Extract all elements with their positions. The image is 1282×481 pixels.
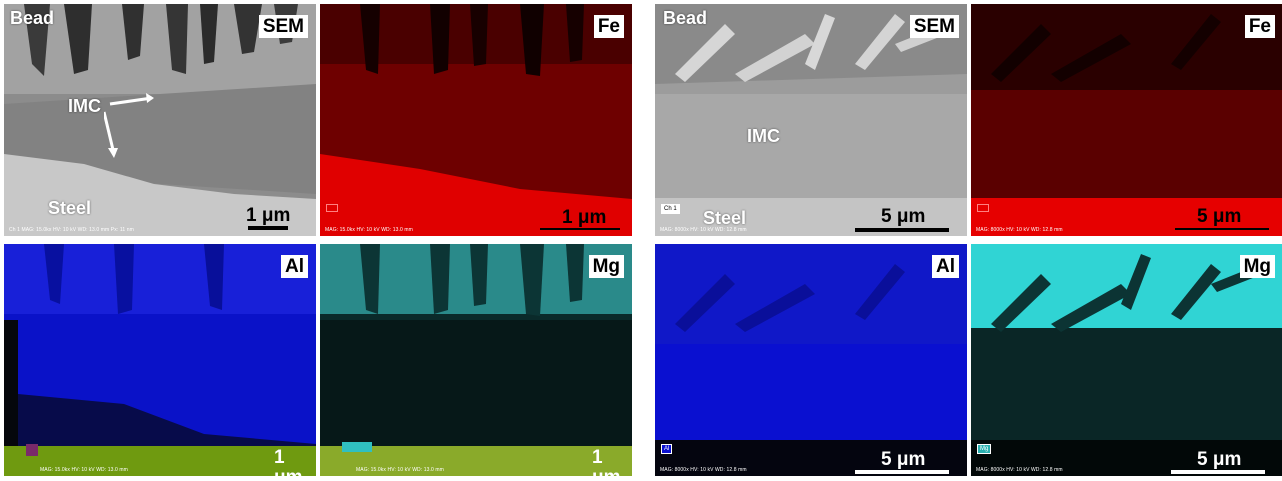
- right-fe-panel: Fe 5 μm MAG: 8000x HV: 10 kV WD: 12.8 mm: [971, 4, 1282, 236]
- right-mg-panel: Mg Mg 5 μm MAG: 8000x HV: 10 kV WD: 12.8…: [971, 244, 1282, 476]
- bead-label: Bead: [10, 8, 55, 28]
- right-sem-panel: Bead IMC Steel SEM 5 μm Ch 1 MAG: 8000x …: [655, 4, 967, 236]
- sem-tag: SEM: [909, 15, 959, 38]
- right-mg-map: [971, 244, 1282, 476]
- bead-label: Bead: [663, 8, 708, 28]
- right-al-map: [655, 244, 967, 476]
- scale-bar-label: 5 μm: [881, 206, 926, 227]
- al-tag: Al: [281, 255, 308, 278]
- instrument-meta: MAG: 8000x HV: 10 kV WD: 12.8 mm: [660, 227, 747, 233]
- left-fe-panel: Fe 1 μm MAG: 15.0kx HV: 10 kV WD: 13.0 m…: [320, 4, 632, 236]
- instrument-meta: MAG: 15.0kx HV: 10 kV WD: 13.0 mm: [356, 467, 444, 473]
- scale-bar-label: 1 μm: [246, 205, 291, 226]
- imc-label: IMC: [68, 96, 101, 116]
- scale-bar-label: 5 μm: [881, 449, 926, 470]
- right-sem-image: [655, 4, 967, 236]
- scale-bar-label: 5 μm: [1197, 206, 1242, 227]
- scale-bar-label: 5 μm: [1197, 449, 1242, 470]
- imc-arrows: [104, 93, 154, 158]
- mg-tag: Mg: [588, 255, 624, 278]
- steel-label: Steel: [703, 208, 747, 228]
- left-al-map: [4, 244, 316, 476]
- al-legend-box: Al: [661, 444, 673, 454]
- scale-bar-label: 1 μm: [592, 447, 621, 477]
- scale-bar: [855, 470, 949, 474]
- right-al-panel: Al Al 5 μm MAG: 8000x HV: 10 kV WD: 12.8…: [655, 244, 967, 476]
- channel-label: Ch 1: [661, 204, 680, 214]
- scale-bar: [540, 228, 620, 230]
- left-mg-map: [320, 244, 632, 476]
- sem-tag: SEM: [258, 15, 308, 38]
- instrument-meta: MAG: 8000x HV: 10 kV WD: 12.8 mm: [976, 227, 1063, 233]
- scale-bar-label: 1 μm: [274, 447, 303, 477]
- instrument-meta: MAG: 8000x HV: 10 kV WD: 12.8 mm: [976, 467, 1063, 473]
- scale-bar: [1175, 228, 1269, 230]
- instrument-meta: MAG: 15.0kx HV: 10 kV WD: 13.0 mm: [40, 467, 128, 473]
- scale-bar: [1171, 470, 1265, 474]
- scale-bar: [248, 226, 288, 230]
- instrument-meta: MAG: 8000x HV: 10 kV WD: 12.8 mm: [660, 467, 747, 473]
- left-al-panel: Al 1 μm MAG: 15.0kx HV: 10 kV WD: 13.0 m…: [4, 244, 316, 476]
- scale-bar-label: 1 μm: [562, 207, 607, 228]
- mg-legend-box: Mg: [977, 444, 992, 454]
- left-fe-map: [320, 4, 632, 236]
- left-mg-panel: Mg 1 μm MAG: 15.0kx HV: 10 kV WD: 13.0 m…: [320, 244, 632, 476]
- instrument-meta: MAG: 15.0kx HV: 10 kV WD: 13.0 mm: [325, 227, 413, 233]
- scale-bar: [855, 228, 949, 232]
- instrument-meta: Ch 1 MAG: 15.0kx HV: 10 kV WD: 13.0 mm P…: [9, 227, 134, 233]
- imc-label: IMC: [747, 126, 780, 146]
- fe-tag: Fe: [1244, 15, 1275, 38]
- fe-tag: Fe: [593, 15, 624, 38]
- al-tag: Al: [932, 255, 959, 278]
- fe-legend-box: [977, 204, 989, 212]
- left-sem-panel: Bead IMC Steel SEM 1 μm Ch 1 MAG: 15.0kx…: [4, 4, 316, 236]
- steel-label: Steel: [48, 198, 92, 218]
- fe-legend-box: [326, 204, 338, 212]
- right-fe-map: [971, 4, 1282, 236]
- mg-tag: Mg: [1239, 255, 1275, 278]
